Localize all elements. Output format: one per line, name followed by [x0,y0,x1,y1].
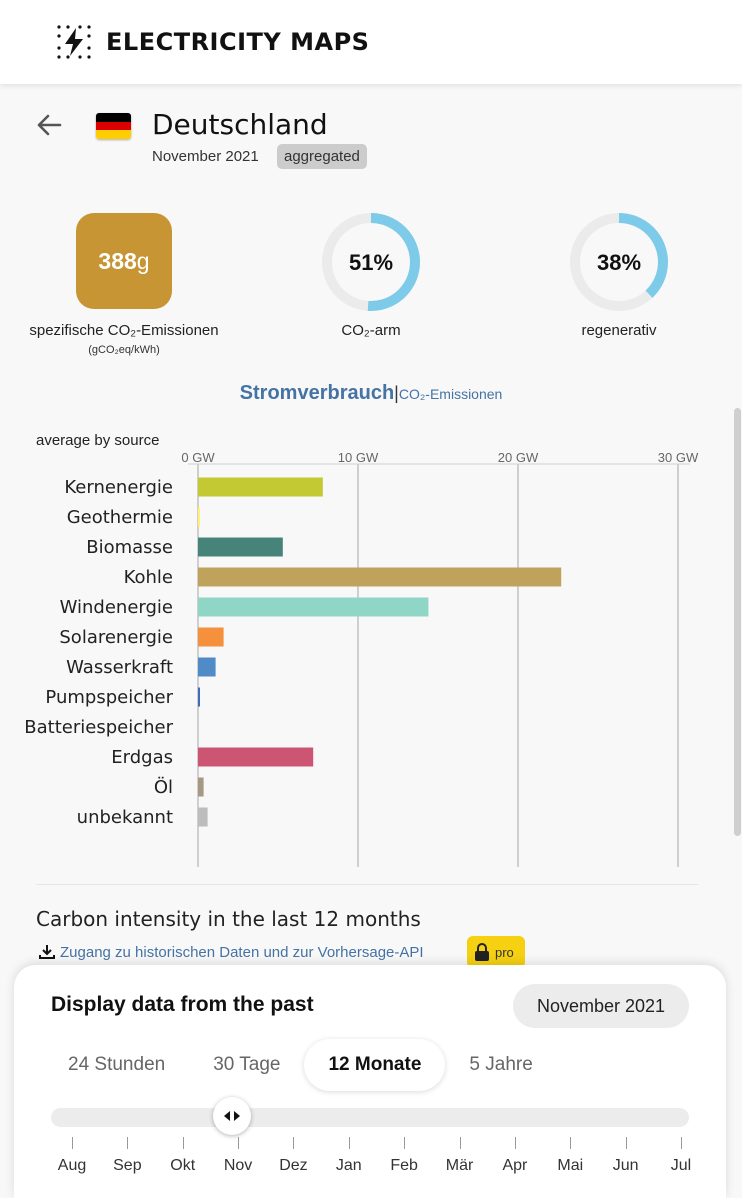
bar[interactable] [198,687,200,707]
pro-label: pro [495,944,514,960]
month-tick [625,1137,627,1149]
renewable-ring [570,213,668,311]
bar[interactable] [198,597,429,617]
zone-name: Deutschland [152,108,328,141]
country-flag [96,113,131,139]
month-label: Jul [670,1157,692,1174]
category-label: Erdgas [111,747,173,768]
x-tick-label: 30 GW [658,450,699,465]
category-label: unbekannt [77,807,173,828]
renewable-label: regenerativ [581,322,657,339]
bar[interactable] [198,747,314,767]
category-label: Pumpspeicher [45,687,173,708]
month-label: Jan [335,1157,362,1174]
zone-date: November 2021 [152,148,259,165]
low-carbon-label: CO₂-arm [341,322,401,339]
x-tick-label: 0 GW [181,450,215,465]
top-bar: ELECTRICITY MAPS [0,0,742,84]
back-arrow-icon[interactable] [34,110,64,140]
time-range-tabs: 24 Stunden 30 Tage 12 Monate 5 Jahre [44,1039,557,1091]
month-tick [238,1137,240,1149]
pro-badge: pro [467,936,525,968]
category-label: Wasserkraft [66,657,173,678]
chart-mode-toggle: Stromverbrauch|CO₂-Emissionen [0,382,742,405]
month-tick [182,1137,184,1149]
month-label: Sep [113,1157,142,1174]
bar[interactable] [198,807,208,827]
category-label: Solarenergie [59,627,173,648]
time-slider-handle[interactable] [212,1097,251,1135]
aggregated-badge: aggregated [277,144,367,169]
month-axis: Aug Sep Okt Nov Dez Jan Feb Mär Apr Mai Jun Jul [14,1137,726,1187]
chart-subtitle: average by source [36,432,160,449]
section-divider [36,884,698,885]
toggle-separator: | [394,383,399,403]
month-label: Apr [502,1157,528,1174]
arrows-left-right-icon [223,1111,240,1121]
tab-12-months[interactable]: 12 Monate [304,1039,446,1091]
x-tick-label: 20 GW [498,450,539,465]
history-link[interactable]: Zugang zu historischen Daten und zur Vor… [38,943,424,961]
bar[interactable] [198,537,283,557]
category-label: Biomasse [86,537,173,558]
tab-5-years[interactable]: 5 Jahre [469,1054,533,1075]
selected-date-pill[interactable]: November 2021 [513,984,689,1028]
low-carbon-value: 51% [348,250,394,275]
category-label: Batteriespeicher [24,717,173,738]
month-label: Feb [390,1157,418,1174]
lightning-bolt-icon[interactable] [54,22,94,62]
category-label: Kernenergie [64,477,173,498]
carbon-intensity-label: spezifische CO₂-Emissionen [29,322,219,339]
month-tick [72,1137,73,1149]
carbon-intensity-box: 388 g [76,213,172,309]
brand-name[interactable]: ELECTRICITY MAPS [106,28,370,56]
emissions-toggle[interactable]: CO₂-Emissionen [398,386,503,402]
month-label: Mär [445,1157,474,1174]
month-tick [404,1137,406,1149]
category-label: Öl [154,776,173,798]
category-label: Kohle [124,567,173,588]
bar[interactable] [198,657,216,677]
time-panel-title: Display data from the past [51,993,314,1016]
history-link-text[interactable]: Zugang zu historischen Daten und zur Vor… [60,943,424,961]
month-tick [570,1137,572,1149]
time-controller-panel: Display data from the past November 2021… [14,965,726,1198]
category-label: Geothermie [67,507,173,528]
tab-24-hours[interactable]: 24 Stunden [68,1054,166,1075]
bar[interactable] [198,567,562,587]
bar[interactable] [198,777,204,797]
history-title: Carbon intensity in the last 12 months [36,907,421,931]
carbon-intensity-value: 388 [98,247,137,274]
consumption-toggle[interactable]: Stromverbrauch [239,382,395,404]
bar[interactable] [198,627,224,647]
carbon-intensity-sublabel: (gCO₂eq/kWh) [88,344,160,356]
month-label: Okt [170,1157,196,1174]
production-bar-chart: 0 GW 10 GW 20 GW 30 GW Kernenergie Geothermie… [24,450,699,867]
time-slider-track[interactable] [51,1108,689,1127]
month-label: Dez [279,1157,308,1174]
x-tick-label: 10 GW [338,450,379,465]
month-label: Aug [57,1157,87,1174]
month-tick [681,1137,682,1149]
month-tick [348,1137,350,1149]
month-label: Jun [612,1157,639,1174]
renewable-value: 38% [596,250,642,275]
page-scrollbar[interactable] [734,408,741,836]
month-tick [459,1137,461,1149]
month-tick [293,1137,295,1149]
tab-30-days[interactable]: 30 Tage [213,1054,281,1075]
month-tick [514,1137,516,1149]
month-tick [127,1137,129,1149]
category-label: Windenergie [60,597,173,618]
carbon-intensity-unit: g [136,247,150,274]
month-label: Mai [557,1157,584,1174]
low-carbon-ring [322,213,420,311]
month-label: Nov [223,1157,253,1174]
bar[interactable] [198,507,200,527]
bar[interactable] [198,477,323,497]
download-icon [39,945,55,959]
lock-icon [475,943,489,961]
